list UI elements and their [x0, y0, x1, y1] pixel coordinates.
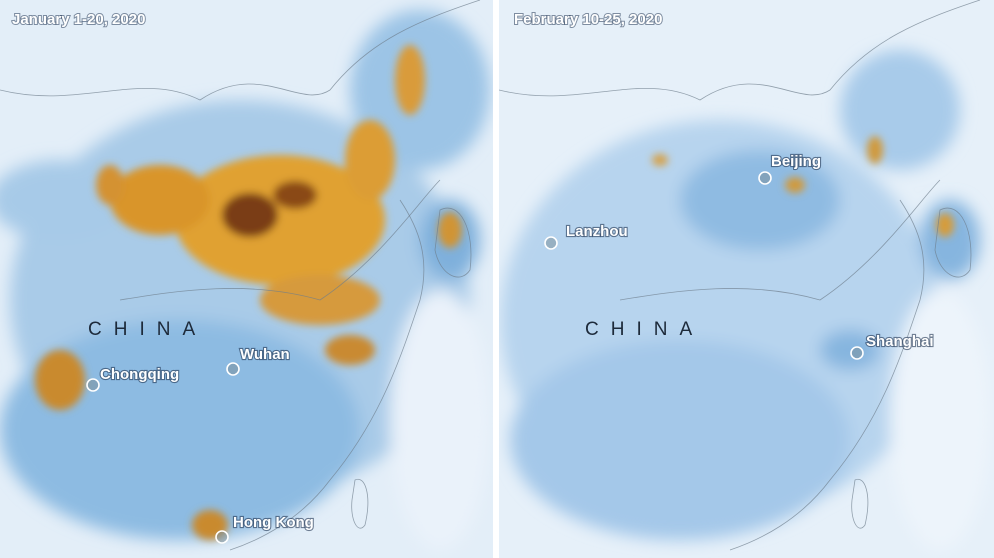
- labels: January 1-20, 2020 CHINA Chongqing Wuhan Hon…: [11, 10, 935, 544]
- no2-hotspots: [652, 136, 954, 237]
- city-label: Wuhan: [240, 346, 290, 363]
- city-marker: [544, 236, 558, 250]
- coastline: [729, 199, 925, 551]
- border-line: [619, 179, 941, 301]
- country-label: CHINA: [585, 319, 704, 340]
- city-marker: [226, 362, 240, 376]
- coastline: [934, 207, 972, 278]
- haze: [500, 50, 990, 550]
- city-marker: [850, 346, 864, 360]
- city-label: Chongqing: [100, 366, 179, 383]
- city-marker: [758, 171, 772, 185]
- border-line: [119, 179, 441, 301]
- city-label: Hong Kong: [233, 514, 314, 531]
- panel-title: February 10-25, 2020: [514, 11, 662, 28]
- coastline: [229, 199, 425, 551]
- border-line: [499, 0, 981, 101]
- city-label: Beijing: [771, 153, 821, 170]
- panel-title: January 1-20, 2020: [12, 11, 145, 28]
- city-marker: [86, 378, 100, 392]
- map-panel-right: [499, 0, 994, 558]
- country-label: CHINA: [88, 319, 207, 340]
- border-line: [0, 0, 481, 101]
- city-marker: [215, 530, 229, 544]
- coastline: [851, 478, 869, 529]
- city-label: Shanghai: [866, 333, 934, 350]
- coastline: [351, 478, 369, 529]
- map-panel-left: [0, 0, 493, 558]
- city-label: Lanzhou: [566, 223, 628, 240]
- coastline: [434, 207, 472, 278]
